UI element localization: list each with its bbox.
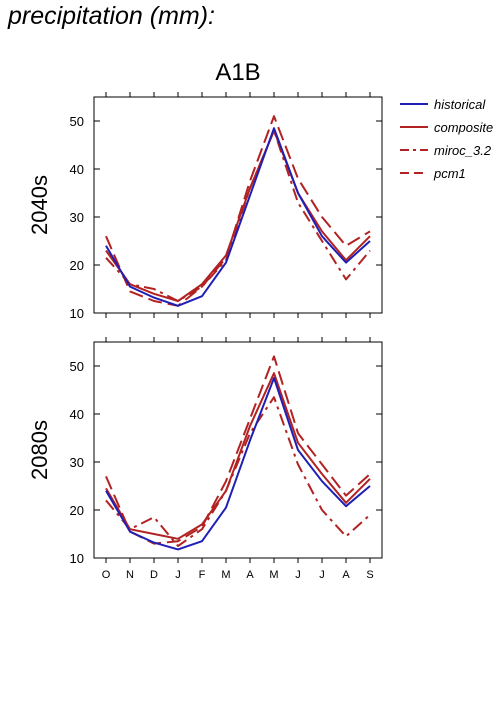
scenario-title: A1B (215, 59, 260, 86)
series-line-composite (105, 372, 371, 540)
x-tick-label: A (342, 569, 350, 581)
y-tick-label: 30 (70, 455, 84, 470)
legend-label: composite (434, 120, 493, 135)
x-tick-label: J (175, 569, 181, 581)
y-tick-label: 10 (70, 306, 84, 321)
series-line-historical (105, 127, 371, 307)
y-axis-label: 2040s (27, 175, 52, 235)
series-line-pcm1 (105, 355, 371, 545)
plot-frame (93, 341, 383, 559)
x-tick-label: J (295, 569, 301, 581)
x-tick-label: J (319, 569, 325, 581)
page-heading: precipitation (mm): (8, 2, 215, 30)
legend: historical composite miroc_3.2 pcm1 (400, 97, 493, 181)
x-tick-label: F (199, 569, 206, 581)
y-tick-label: 10 (70, 551, 84, 566)
y-tick-label: 20 (70, 258, 84, 273)
y-tick-label: 30 (70, 210, 84, 225)
x-tick-label: N (126, 569, 134, 581)
y-tick-label: 20 (70, 503, 84, 518)
legend-label: historical (434, 97, 486, 112)
x-tick-label: A (246, 569, 254, 581)
x-tick-label: M (221, 569, 230, 581)
x-tick-label: S (366, 569, 373, 581)
legend-label: pcm1 (433, 166, 466, 181)
plot-frame (93, 96, 383, 314)
x-tick-label: D (150, 569, 158, 581)
series-line-pcm1 (105, 115, 371, 307)
series-line-composite (105, 129, 371, 302)
y-axis-label: 2080s (27, 420, 52, 480)
panel-2040s: 10 20 30 40 50 2040s (27, 92, 383, 321)
y-tick-label: 50 (70, 114, 84, 129)
series-line-miroc-3-2 (105, 129, 371, 302)
y-tick-label: 40 (70, 162, 84, 177)
panel-2080s: 10 20 30 40 50 O N D J F M A M J J A S 2080s (27, 337, 383, 581)
x-tick-label: M (269, 569, 278, 581)
legend-label: miroc_3.2 (434, 143, 492, 158)
series-line-historical (105, 377, 371, 551)
x-tick-label: O (102, 569, 111, 581)
y-tick-label: 40 (70, 407, 84, 422)
y-tick-label: 50 (70, 359, 84, 374)
series-line-miroc-3-2 (105, 396, 371, 547)
